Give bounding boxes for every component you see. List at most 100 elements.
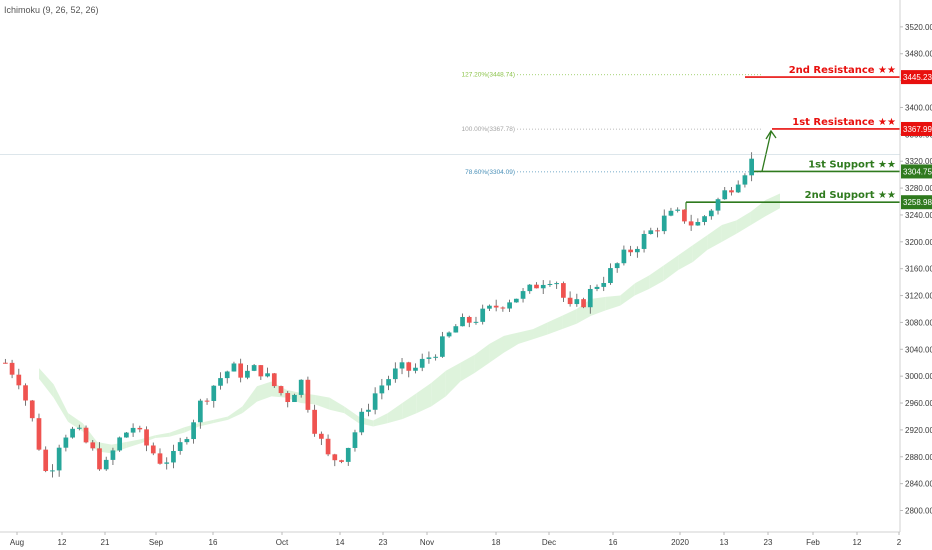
candle-body [419,358,425,368]
candle-body [332,454,338,461]
candle-body [460,316,465,327]
indicator-label: Ichimoku (9, 26, 52, 26) [4,5,99,15]
cloud-segment [445,362,461,397]
candle-body [177,442,183,452]
candle-body [500,307,506,309]
projection-arrowhead [765,129,777,140]
cloud-segment [169,427,185,437]
candle-body [70,428,75,438]
cloud-segment [489,335,504,363]
price-tag-text: 3304.75 [903,167,932,176]
candle-body [433,356,439,358]
candle-body [735,184,741,193]
candle-body [379,385,385,394]
price-tick-label: 3000.00 [905,372,932,381]
candle-body [137,427,143,430]
candle-body [621,249,627,264]
cloud-segment [678,245,693,271]
price-tick-label: 3080.00 [905,318,932,327]
candle-body [399,362,405,369]
candle-body [473,321,479,323]
price-tick-label: 2840.00 [905,480,932,489]
candle-body [23,385,28,401]
cloud-segment [474,343,490,373]
time-tick-label: 14 [336,538,345,547]
cloud-segment [315,394,330,410]
candle-body [43,449,49,471]
candle-body [682,209,687,222]
cloud-segment [518,329,534,344]
candle-body [668,210,674,216]
candle-body [56,447,62,471]
time-tick-label: Feb [806,538,820,547]
candle-body [540,284,546,289]
candle-body [325,438,331,455]
candle-body [722,190,728,200]
cloud-segment [591,296,606,316]
price-tag [901,195,932,210]
candle-body [547,283,553,285]
time-tick-label: Aug [10,538,24,547]
cloud-segment [53,384,69,422]
cloud-segment [620,283,635,306]
candle-body [211,385,217,401]
cloud-segment [373,413,388,427]
candle-body [648,230,654,234]
cloud-segment [721,220,737,242]
candle-body [440,336,445,357]
price-tag-text: 3258.98 [903,198,932,207]
cloud-segment [387,403,403,424]
cloud-segment [736,211,751,234]
cloud-segment [707,225,722,250]
candle-body [453,326,459,333]
candle-body [493,305,499,308]
time-tick-label: 13 [720,538,729,547]
candle-body [359,411,365,433]
candle-body [204,400,210,402]
fibonacci-levels: 127.20%(3448.74) 100.00%(3367.78) 78.60%(3… [462,72,762,176]
cloud-segment [460,354,475,382]
fib-label: 100.00%(3367.78) [462,126,516,133]
price-tags: 3445.23 3367.99 3304.75 3258.98 [901,70,932,210]
candle-body [587,288,593,308]
candle-body [164,462,170,464]
candle-body [608,268,613,284]
candle-body [406,362,412,371]
time-tick-label: Dec [542,538,556,547]
cloud-segment [126,439,141,449]
price-tick-label: 3200.00 [905,238,932,247]
candle-body [480,308,486,322]
candle-body [641,233,647,249]
candle-body [36,418,42,450]
time-tick-label: 2 [897,538,902,547]
price-tick-label: 2920.00 [905,426,932,435]
candle-body [245,370,250,378]
candle-body [594,286,600,289]
candle-body [76,427,82,429]
cloud-segment [213,416,228,424]
cloud-segment [576,298,592,324]
time-tick-label: 16 [209,538,218,547]
candle-body [9,362,15,375]
candle-body [487,305,492,309]
candle-body [197,400,203,423]
time-tick-label: Sep [149,538,164,547]
support-resistance-levels: 2nd Resistance ★★ 1st Resistance ★★ 1st Su… [685,65,900,213]
level-label: 1st Resistance ★★ [792,117,896,128]
candle-body [184,439,190,443]
cloud-segment [634,275,650,296]
candle-body [520,291,526,299]
candle-body [157,453,163,464]
time-axis[interactable]: Aug 12 21 Sep 16 Oct 14 23 Nov 18 Dec 16 2020 13 23 Feb… [0,531,902,547]
time-tick-label: 23 [379,538,388,547]
cloud-segment [562,308,577,330]
candle-body [426,357,432,359]
candle-body [144,429,149,446]
candle-body [561,283,566,298]
price-tick-label: 3320.00 [905,157,932,166]
candle-body [466,316,472,323]
candle-body [292,394,297,403]
candle-body [50,470,55,472]
cloud-segment [198,419,214,427]
